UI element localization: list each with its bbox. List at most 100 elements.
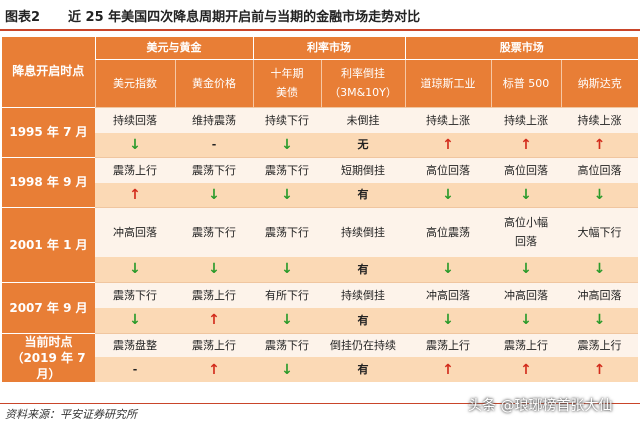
table-body: 1995 年 7 月持续回落 维持震荡 持续下行 未倒挂 持续上涨 持续上涨 持续上涨 ↓ - ↓… xyxy=(2,106,639,382)
arrow-up-icon: ↑ xyxy=(129,186,141,203)
signal-cell: 有 xyxy=(321,257,405,282)
trend-cell: 震荡盘整 xyxy=(95,332,175,357)
signal-cell: 有 xyxy=(321,357,405,382)
column-header: 标普 500 xyxy=(490,59,561,107)
signal-cell: ↑ xyxy=(95,183,175,207)
signal-text: 有 xyxy=(357,188,369,202)
header-group-row: 降息开启时点 美元与黄金 利率市场 股票市场 xyxy=(2,37,639,107)
trend-cell: 持续回落 xyxy=(95,106,175,133)
signal-text: - xyxy=(132,363,138,376)
signal-cell: ↓ xyxy=(491,183,561,207)
trend-cell: 短期倒挂 xyxy=(321,156,405,183)
signal-cell: ↓ xyxy=(561,308,639,333)
period-date: 1995 年 7 月 xyxy=(9,125,88,139)
period-label: 当前时点 （2019 年 7 月） xyxy=(2,332,95,382)
signal-cell: ↑ xyxy=(491,357,561,382)
period-date: 2007 年 9 月 xyxy=(9,300,88,315)
arrow-down-icon: ↓ xyxy=(593,186,606,203)
trend-cell: 冲高回落 xyxy=(561,281,639,308)
signal-cell: ↓ xyxy=(253,183,321,207)
signal-cell: ↓ xyxy=(175,257,253,282)
trend-cell: 持续下行 xyxy=(253,106,321,133)
period-label: 2007 年 9 月 xyxy=(2,281,95,333)
trend-cell: 震荡下行 xyxy=(253,332,321,357)
arrow-up-icon: ↑ xyxy=(520,361,532,378)
signal-cell: ↓ xyxy=(405,183,491,207)
trend-cell: 持续上涨 xyxy=(405,106,491,133)
comparison-table: 降息开启时点 美元与黄金 利率市场 股票市场 美元指数 黄金价格 十年期 美债 利… xyxy=(2,37,639,382)
period-date-sub: （2019 年 7 月） xyxy=(11,350,86,381)
signal-cell: ↓ xyxy=(561,183,639,207)
trend-cell: 倒挂仍在持续 xyxy=(321,332,405,357)
signal-cell: ↓ xyxy=(491,308,561,333)
signal-cell: ↓ xyxy=(561,257,639,282)
table-row: 1998 年 9 月震荡上行 震荡下行 震荡下行 短期倒挂 高位回落 高位回落 高位回落 xyxy=(2,156,639,207)
table-row: 2001 年 1 月冲高回落 震荡下行 震荡下行 持续倒挂 高位震荡 高位小幅 回落 大幅下行 xyxy=(2,206,639,282)
arrow-down-icon: ↓ xyxy=(281,361,293,378)
column-header: 十年期 美债 xyxy=(252,59,321,107)
signal-cell: ↓ xyxy=(253,133,321,157)
arrow-down-icon: ↓ xyxy=(208,261,220,278)
arrow-up-icon: ↑ xyxy=(593,361,606,378)
signal-cell: - xyxy=(95,357,175,382)
arrow-down-icon: ↓ xyxy=(520,261,532,278)
trend-cell: 冲高回落 xyxy=(95,206,175,257)
arrow-down-icon: ↓ xyxy=(593,261,606,278)
period-date: 当前时点 xyxy=(24,334,73,349)
signal-cell: 有 xyxy=(321,308,405,333)
arrow-down-icon: ↓ xyxy=(281,312,293,329)
signal-cell: 无 xyxy=(321,133,405,157)
signal-cell: ↓ xyxy=(95,133,175,157)
table-row: 1995 年 7 月持续回落 维持震荡 持续下行 未倒挂 持续上涨 持续上涨 持续上涨 xyxy=(2,106,639,157)
trend-cell: 持续倒挂 xyxy=(321,281,405,308)
group-header-rates: 利率市场 xyxy=(252,37,405,60)
arrow-down-icon: ↓ xyxy=(442,261,454,278)
signal-cell: ↓ xyxy=(253,357,321,382)
table-row: ↓ - ↓ 无 ↑ ↑ ↑ xyxy=(2,133,639,157)
table-row: 2007 年 9 月震荡下行 震荡上行 有所下行 持续倒挂 冲高回落 冲高回落 冲高回落 xyxy=(2,281,639,333)
table-row: ↓ ↓ ↓ 有 ↓ ↓ ↓ xyxy=(2,257,639,282)
trend-cell: 震荡下行 xyxy=(253,156,321,183)
trend-cell: 冲高回落 xyxy=(491,281,561,308)
signal-cell: ↓ xyxy=(95,257,175,282)
arrow-down-icon: ↓ xyxy=(442,312,454,329)
arrow-down-icon: ↓ xyxy=(281,261,293,278)
signal-text: 有 xyxy=(357,313,369,327)
period-date: 1998 年 9 月 xyxy=(9,175,88,189)
table-row: ↓ ↑ ↓ 有 ↓ ↓ ↓ xyxy=(2,308,639,333)
trend-cell: 高位震荡 xyxy=(405,206,491,257)
trend-cell: 震荡上行 xyxy=(95,156,175,183)
trend-cell: 维持震荡 xyxy=(175,106,253,133)
arrow-down-icon: ↓ xyxy=(129,261,141,278)
signal-cell: ↑ xyxy=(175,308,253,333)
corner-header: 降息开启时点 xyxy=(2,37,95,107)
arrow-down-icon: ↓ xyxy=(129,136,141,153)
signal-cell: ↓ xyxy=(95,308,175,333)
trend-cell: 震荡下行 xyxy=(175,156,253,183)
column-header: 美元指数 xyxy=(94,59,175,107)
arrow-down-icon: ↓ xyxy=(593,312,606,329)
arrow-up-icon: ↑ xyxy=(442,136,454,153)
trend-cell: 持续倒挂 xyxy=(321,206,405,257)
arrow-down-icon: ↓ xyxy=(129,312,141,329)
signal-cell: ↓ xyxy=(253,257,321,282)
arrow-up-icon: ↑ xyxy=(442,361,454,378)
source-note: 资料来源：平安证券研究所 xyxy=(5,408,137,421)
period-label: 2001 年 1 月 xyxy=(2,206,95,282)
column-header: 利率倒挂 （3M&10Y） xyxy=(320,59,405,107)
trend-cell: 持续上涨 xyxy=(491,106,561,133)
signal-cell: ↓ xyxy=(253,308,321,333)
arrow-down-icon: ↓ xyxy=(281,186,293,203)
period-date: 2001 年 1 月 xyxy=(9,237,88,252)
trend-cell: 震荡下行 xyxy=(175,206,253,257)
signal-text: 有 xyxy=(357,363,369,376)
arrow-up-icon: ↑ xyxy=(208,361,220,378)
signal-text: 无 xyxy=(357,138,369,152)
arrow-up-icon: ↑ xyxy=(593,136,606,153)
footer-rule xyxy=(0,403,640,404)
figure-title: 近 25 年美国四次降息周期开启前与当期的金融市场走势对比 xyxy=(68,10,421,25)
signal-cell: ↓ xyxy=(491,257,561,282)
signal-text: - xyxy=(211,138,217,152)
title-bar: 图表2 近 25 年美国四次降息周期开启前与当期的金融市场走势对比 xyxy=(0,0,640,31)
period-label: 1998 年 9 月 xyxy=(2,156,95,207)
